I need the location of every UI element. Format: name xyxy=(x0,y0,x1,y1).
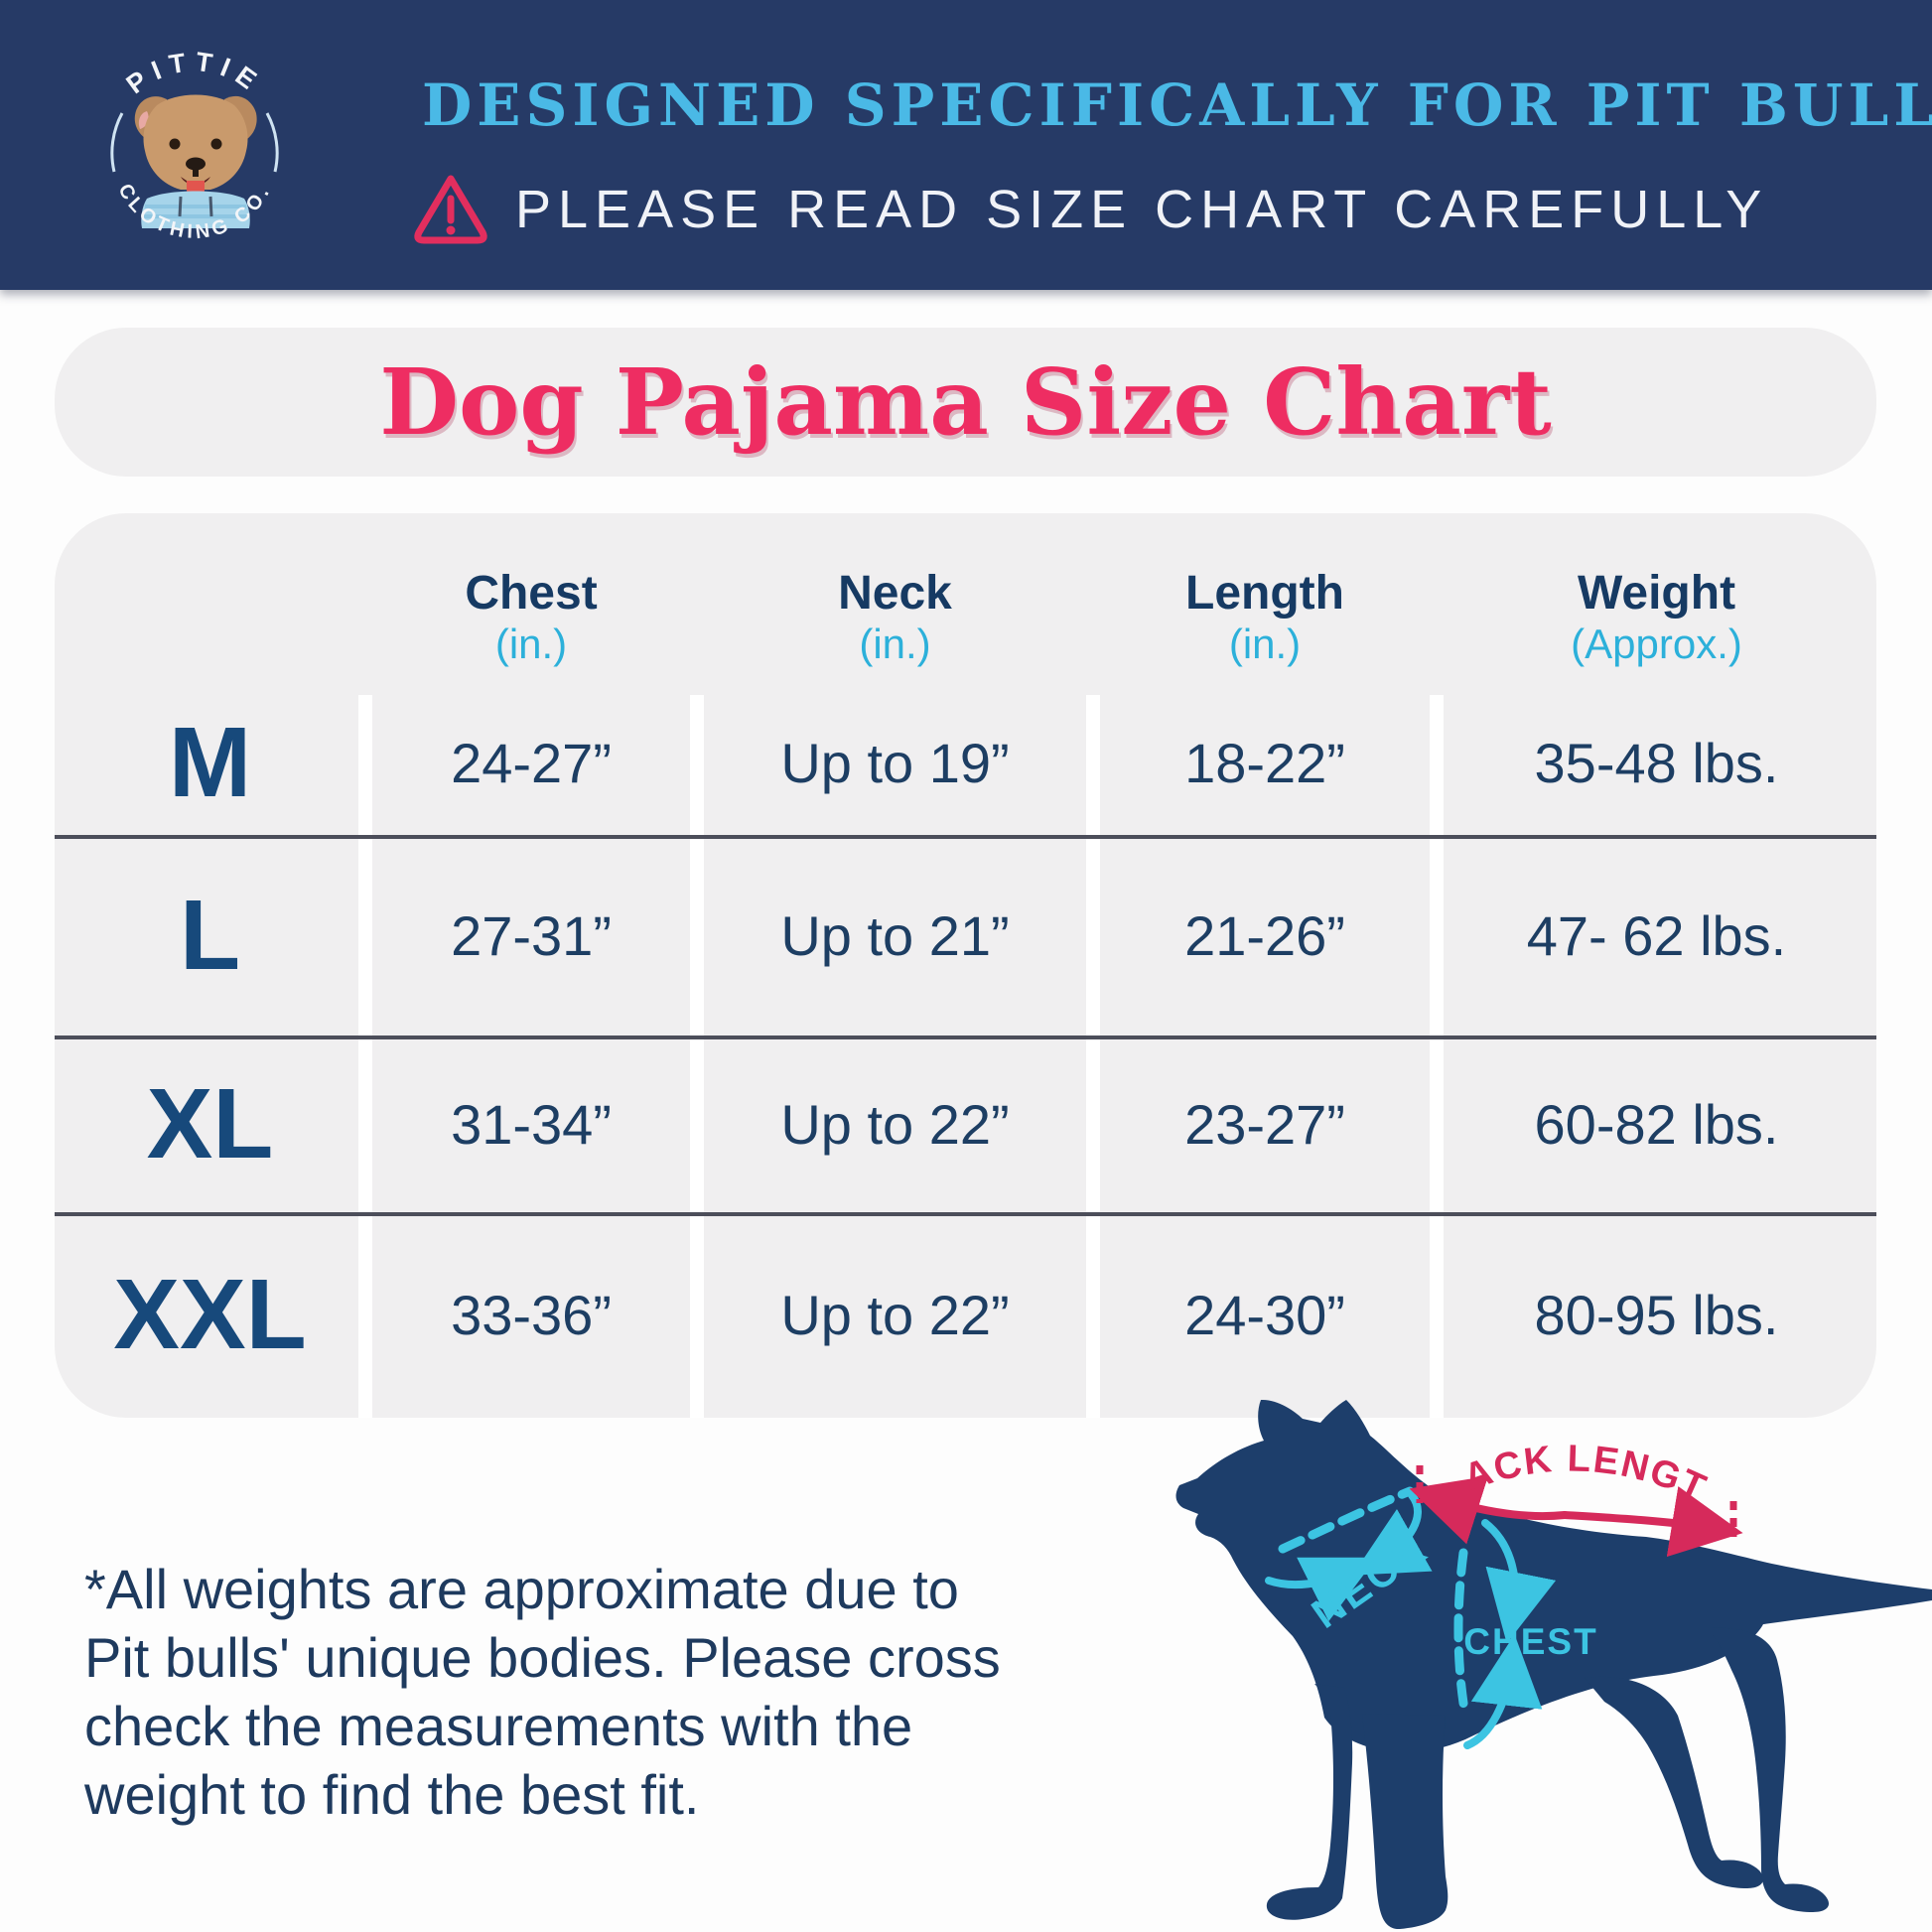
chest-label: CHEST xyxy=(1463,1621,1597,1662)
logo-dog-illustration xyxy=(134,94,257,228)
cell-xl-neck: Up to 22” xyxy=(780,1092,1010,1156)
weight-disclaimer: *All weights are approximate due to Pit … xyxy=(84,1555,1206,1829)
size-chart-table: Chest (in.) Neck (in.) Length (in.) Weig… xyxy=(55,513,1876,1418)
cell-xl-chest: 31-34” xyxy=(451,1092,612,1156)
warning-triangle-icon xyxy=(414,175,487,244)
corner-cell xyxy=(55,513,365,690)
brand-name-top: PITTIE xyxy=(121,48,261,99)
column-unit: (Approx.) xyxy=(1571,621,1742,667)
disclaimer-line: weight to find the best fit. xyxy=(84,1763,700,1826)
dog-measurement-diagram: NECK CHEST BACK LENGTH xyxy=(1118,1386,1932,1930)
column-unit: (in.) xyxy=(859,621,931,667)
cell-xl-weight: 60-82 lbs. xyxy=(1534,1092,1779,1156)
column-label: Neck xyxy=(838,567,952,620)
brand-name-top-text: PITTIE xyxy=(121,48,269,99)
cell-l-weight: 47- 62 lbs. xyxy=(1526,903,1787,967)
cell-m-chest: 24-27” xyxy=(451,731,612,794)
header-bar: PITTIE CLOTHING CO. DESIGNED SPECIFICALL… xyxy=(0,0,1932,290)
row-size-label-xxl: XXL xyxy=(113,1259,307,1370)
column-label: Weight xyxy=(1577,567,1736,620)
column-header-chest: Chest (in.) xyxy=(365,513,697,690)
cell-m-neck: Up to 19” xyxy=(780,731,1010,794)
page-title: Dog Pajama Size Chart xyxy=(379,348,1552,456)
row-divider xyxy=(55,1212,1876,1216)
cell-l-length: 21-26” xyxy=(1184,903,1345,967)
disclaimer-line: Pit bulls' unique bodies. Please cross xyxy=(84,1626,1001,1689)
column-header-length: Length (in.) xyxy=(1093,513,1437,690)
cell-xxl-weight: 80-95 lbs. xyxy=(1534,1284,1779,1346)
column-label: Length xyxy=(1185,567,1344,620)
cell-xxl-length: 24-30” xyxy=(1184,1284,1345,1346)
row-size-label-l: L xyxy=(179,879,241,991)
column-separator xyxy=(1430,695,1444,1418)
column-separator xyxy=(1086,695,1100,1418)
header-warning-text: PLEASE READ SIZE CHART CAREFULLY xyxy=(515,180,1769,239)
column-unit: (in.) xyxy=(494,621,568,667)
size-chart-card: Chest (in.) Neck (in.) Length (in.) Weig… xyxy=(55,513,1876,1418)
cell-l-chest: 27-31” xyxy=(451,903,612,967)
logo-circle-right-arc xyxy=(265,112,279,173)
logo-circle-left-arc xyxy=(110,112,124,173)
row-divider xyxy=(55,835,1876,839)
cell-xxl-neck: Up to 22” xyxy=(780,1284,1010,1346)
column-header-weight: Weight (Approx.) xyxy=(1437,513,1876,690)
header-tagline: DESIGNED SPECIFICALLY FOR PIT BULLS xyxy=(422,71,1932,139)
row-divider xyxy=(55,1035,1876,1039)
cell-xxl-chest: 33-36” xyxy=(451,1284,612,1346)
title-banner: Dog Pajama Size Chart xyxy=(55,328,1876,477)
cell-m-weight: 35-48 lbs. xyxy=(1534,731,1779,794)
cell-l-neck: Up to 21” xyxy=(780,903,1010,967)
row-size-label-xl: XL xyxy=(146,1067,274,1179)
column-unit: (in.) xyxy=(1228,621,1302,667)
cell-m-length: 18-22” xyxy=(1184,731,1345,794)
column-label: Chest xyxy=(465,567,598,620)
row-size-label-m: M xyxy=(168,706,252,818)
disclaimer-line: *All weights are approximate due to xyxy=(84,1558,959,1620)
column-separator xyxy=(690,695,704,1418)
column-header-neck: Neck (in.) xyxy=(697,513,1093,690)
header-warning-row: PLEASE READ SIZE CHART CAREFULLY xyxy=(410,171,1768,248)
column-separator xyxy=(358,695,372,1418)
brand-logo: PITTIE CLOTHING CO. xyxy=(110,48,279,243)
cell-xl-length: 23-27” xyxy=(1184,1092,1345,1156)
disclaimer-line: check the measurements with the xyxy=(84,1695,913,1757)
chest-measure-annotation: CHEST xyxy=(1453,1519,1597,1749)
